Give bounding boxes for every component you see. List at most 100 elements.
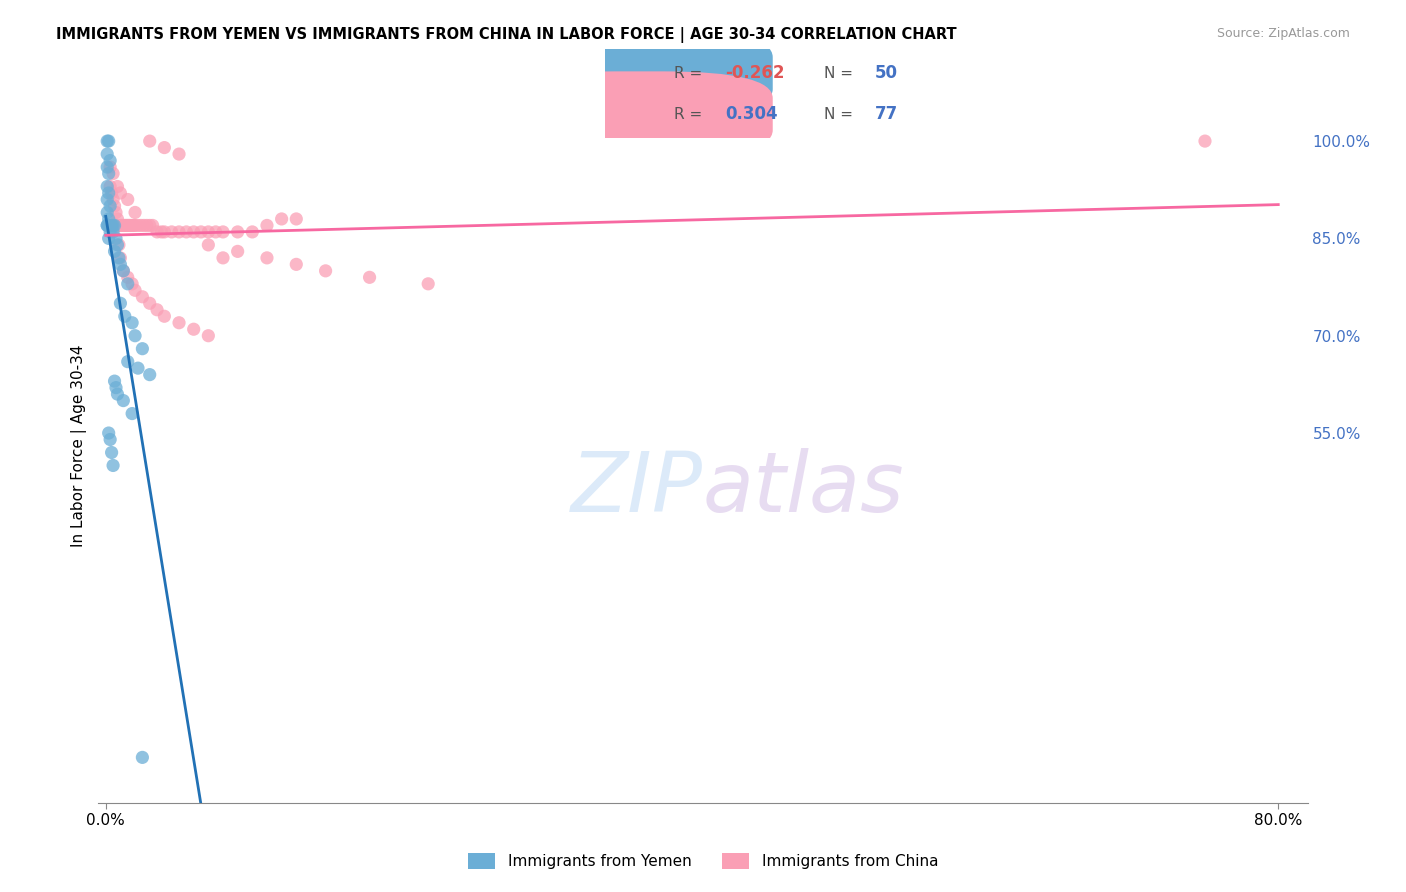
Point (121, 277, 143, 291)
Point (101, 225, 124, 239)
Point (135, 219, 157, 233)
Point (167, 225, 190, 239)
Point (160, 225, 183, 239)
Point (131, 290, 153, 304)
Point (131, 342, 153, 356)
Text: -0.262: -0.262 (725, 64, 785, 82)
Point (105, 219, 128, 233)
Text: R =: R = (673, 107, 707, 121)
Point (153, 310, 176, 324)
Point (100, 186, 122, 200)
Point (97, 219, 120, 233)
Point (96, 219, 118, 233)
Point (1194, 134, 1216, 148)
Point (167, 316, 190, 330)
Point (98, 219, 121, 233)
Point (197, 238, 219, 252)
Point (256, 219, 278, 233)
Point (98, 160, 121, 174)
Point (285, 257, 308, 271)
Point (97, 231, 120, 245)
Point (129, 219, 152, 233)
Point (100, 219, 122, 233)
Point (107, 211, 129, 226)
Point (138, 296, 160, 310)
Point (176, 225, 198, 239)
Point (110, 251, 132, 265)
Point (197, 225, 219, 239)
Point (110, 296, 132, 310)
Point (150, 225, 173, 239)
Point (122, 219, 145, 233)
Point (112, 393, 135, 408)
Point (100, 219, 122, 233)
Point (107, 219, 129, 233)
Point (107, 179, 129, 194)
Legend: Immigrants from Yemen, Immigrants from China: Immigrants from Yemen, Immigrants from C… (461, 847, 945, 875)
Point (108, 251, 131, 265)
FancyBboxPatch shape (506, 71, 773, 157)
Point (112, 219, 135, 233)
Point (98, 433, 121, 447)
Point (256, 251, 278, 265)
Point (212, 251, 235, 265)
Point (120, 219, 142, 233)
Point (98, 219, 121, 233)
Point (107, 387, 129, 401)
Point (124, 283, 146, 297)
Point (101, 193, 124, 207)
Point (190, 225, 212, 239)
Point (105, 205, 128, 219)
Text: R =: R = (673, 66, 707, 80)
Y-axis label: In Labor Force | Age 30-34: In Labor Force | Age 30-34 (72, 344, 87, 548)
Point (98, 153, 121, 168)
Point (96, 147, 118, 161)
Point (97, 211, 120, 226)
Point (226, 225, 249, 239)
Point (197, 328, 219, 343)
Point (117, 354, 139, 368)
Point (110, 219, 132, 233)
Point (115, 219, 138, 233)
Point (270, 211, 292, 226)
Text: Source: ZipAtlas.com: Source: ZipAtlas.com (1216, 27, 1350, 40)
Point (146, 225, 169, 239)
Point (117, 219, 139, 233)
Point (101, 219, 124, 233)
Point (101, 167, 124, 181)
Point (97, 219, 120, 233)
Point (107, 238, 129, 252)
Point (98, 199, 121, 213)
Point (96, 179, 118, 194)
Point (97, 134, 120, 148)
Point (112, 264, 135, 278)
Text: ZIP: ZIP (571, 449, 703, 529)
FancyBboxPatch shape (598, 47, 977, 140)
Point (108, 219, 131, 233)
Point (183, 322, 205, 336)
Point (103, 244, 125, 259)
Point (124, 219, 146, 233)
Point (103, 199, 125, 213)
Point (96, 134, 118, 148)
Point (121, 407, 143, 421)
Point (418, 277, 440, 291)
Point (96, 193, 118, 207)
Point (142, 219, 165, 233)
Point (226, 244, 249, 259)
Text: IMMIGRANTS FROM YEMEN VS IMMIGRANTS FROM CHINA IN LABOR FORCE | AGE 30-34 CORREL: IMMIGRANTS FROM YEMEN VS IMMIGRANTS FROM… (56, 27, 957, 43)
Text: N =: N = (824, 66, 858, 80)
Point (108, 238, 131, 252)
Point (204, 225, 226, 239)
Point (117, 270, 139, 285)
Point (112, 264, 135, 278)
Point (98, 225, 121, 239)
Point (127, 361, 149, 376)
Point (167, 147, 190, 161)
Point (131, 750, 153, 764)
Point (96, 160, 118, 174)
FancyBboxPatch shape (506, 30, 773, 116)
Point (96, 205, 118, 219)
Point (146, 302, 169, 317)
Point (117, 277, 139, 291)
